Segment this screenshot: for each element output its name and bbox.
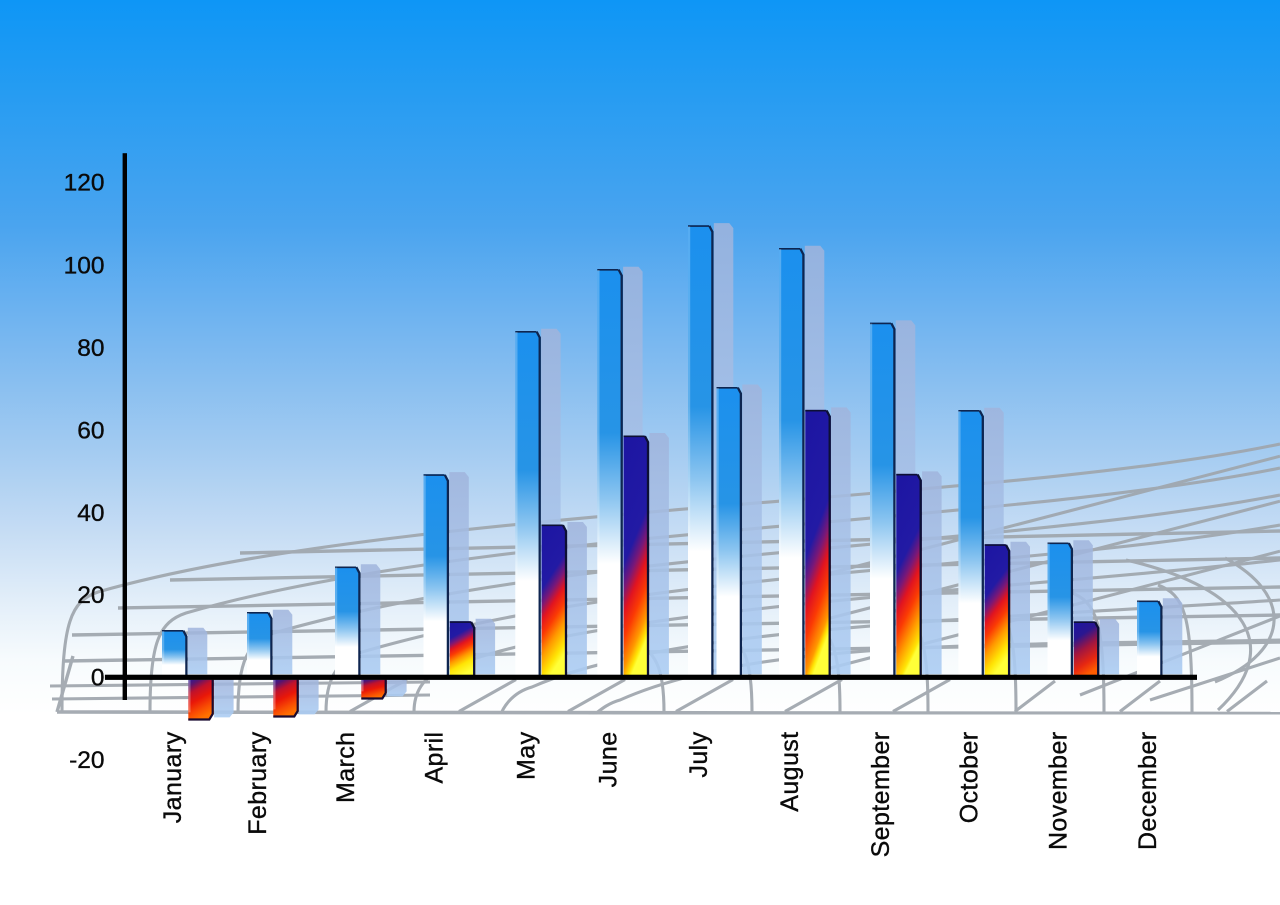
svg-text:April: April bbox=[421, 732, 449, 784]
svg-text:March: March bbox=[332, 732, 360, 803]
svg-text:December: December bbox=[1134, 732, 1162, 851]
svg-text:60: 60 bbox=[77, 418, 104, 445]
svg-text:August: August bbox=[776, 732, 804, 812]
svg-text:40: 40 bbox=[77, 500, 104, 527]
svg-text:100: 100 bbox=[64, 253, 105, 280]
svg-text:-20: -20 bbox=[69, 747, 104, 774]
svg-text:80: 80 bbox=[77, 335, 104, 362]
svg-text:November: November bbox=[1045, 732, 1073, 851]
svg-text:June: June bbox=[594, 732, 622, 788]
svg-text:0: 0 bbox=[91, 665, 105, 692]
svg-text:February: February bbox=[244, 731, 272, 834]
svg-text:20: 20 bbox=[77, 582, 104, 609]
svg-text:July: July bbox=[685, 731, 713, 777]
svg-text:October: October bbox=[955, 732, 983, 824]
svg-text:May: May bbox=[512, 731, 540, 780]
svg-text:120: 120 bbox=[64, 170, 105, 197]
svg-text:January: January bbox=[159, 731, 187, 823]
svg-text:September: September bbox=[867, 732, 895, 858]
